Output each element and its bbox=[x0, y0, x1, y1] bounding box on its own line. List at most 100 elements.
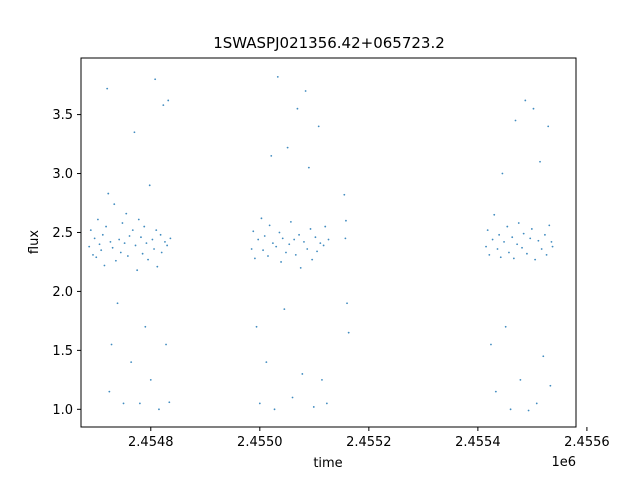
scatter-point bbox=[512, 257, 515, 260]
scatter-point bbox=[88, 245, 91, 248]
scatter-point bbox=[498, 233, 501, 236]
scatter-point bbox=[89, 229, 92, 232]
scatter-point bbox=[106, 87, 109, 90]
scatter-point bbox=[321, 378, 323, 381]
scatter-point bbox=[286, 146, 289, 149]
scatter-point bbox=[524, 99, 527, 102]
scatter-point bbox=[309, 228, 312, 230]
scatter-point bbox=[118, 238, 121, 241]
plot-area bbox=[80, 57, 577, 428]
scatter-point bbox=[312, 406, 315, 408]
y-tick-label: 3.5 bbox=[52, 108, 73, 123]
y-tick-label: 3.0 bbox=[52, 167, 73, 182]
scatter-point bbox=[133, 131, 136, 134]
scatter-point bbox=[545, 253, 548, 256]
scatter-point bbox=[285, 251, 287, 254]
x-tick-label: 2.4550 bbox=[237, 435, 283, 450]
scatter-point bbox=[250, 248, 253, 250]
scatter-point bbox=[283, 308, 286, 311]
scatter-point bbox=[345, 219, 347, 222]
scatter-point bbox=[550, 241, 553, 243]
scatter-point bbox=[280, 261, 282, 263]
x-axis-offset-label: 1e6 bbox=[551, 455, 576, 470]
scatter-point bbox=[540, 248, 543, 250]
scatter-point bbox=[134, 244, 137, 247]
y-axis-title: flux bbox=[27, 230, 42, 254]
scatter-point bbox=[529, 237, 532, 240]
scatter-point bbox=[262, 249, 264, 252]
scatter-point bbox=[126, 255, 129, 257]
scatter-point bbox=[153, 248, 155, 250]
scatter-point bbox=[149, 378, 152, 381]
scatter-point bbox=[534, 258, 537, 261]
scatter-point bbox=[298, 233, 300, 236]
scatter-point bbox=[137, 218, 140, 221]
scatter-point bbox=[486, 229, 489, 232]
scatter-point bbox=[252, 230, 255, 233]
scatter-point bbox=[501, 172, 504, 175]
scatter-point bbox=[521, 246, 523, 249]
scatter-point bbox=[485, 245, 487, 248]
scatter-point bbox=[109, 241, 112, 243]
scatter-point bbox=[257, 238, 260, 241]
scatter-point bbox=[346, 302, 348, 305]
plot-frame bbox=[80, 57, 577, 428]
scatter-point bbox=[530, 228, 533, 230]
scatter-point bbox=[151, 238, 154, 241]
scatter-point bbox=[316, 250, 318, 253]
x-tick-label: 2.4554 bbox=[455, 435, 501, 450]
scatter-point bbox=[499, 256, 502, 259]
scatter-point bbox=[143, 225, 146, 228]
scatter-point bbox=[294, 253, 297, 256]
scatter-point bbox=[103, 264, 106, 267]
scatter-point bbox=[162, 104, 165, 107]
scatter-point bbox=[319, 242, 322, 244]
scatter-points bbox=[88, 75, 554, 412]
scatter-point bbox=[511, 236, 514, 239]
scatter-point bbox=[167, 99, 170, 102]
scatter-point bbox=[281, 237, 284, 240]
scatter-point bbox=[343, 193, 346, 196]
scatter-point bbox=[145, 242, 148, 244]
scatter-point bbox=[276, 75, 279, 78]
scatter-point bbox=[160, 251, 163, 254]
scatter-point bbox=[527, 409, 530, 412]
y-tick-label: 2.0 bbox=[52, 285, 73, 300]
scatter-point bbox=[128, 235, 131, 237]
scatter-point bbox=[93, 237, 96, 240]
scatter-point bbox=[136, 269, 139, 272]
scatter-point bbox=[496, 248, 499, 250]
scatter-point bbox=[125, 212, 128, 215]
scatter-point bbox=[156, 265, 159, 268]
scatter-point bbox=[131, 229, 134, 232]
scatter-point bbox=[148, 184, 151, 187]
scatter-point bbox=[325, 402, 328, 405]
scatter-point bbox=[100, 249, 103, 252]
scatter-point bbox=[544, 233, 546, 236]
scatter-point bbox=[549, 384, 552, 387]
scatter-point bbox=[304, 90, 307, 92]
scatter-point bbox=[164, 241, 166, 243]
scatter-point bbox=[526, 252, 528, 255]
scatter-point bbox=[260, 217, 263, 220]
scatter-point bbox=[267, 255, 269, 257]
scatter-point bbox=[508, 251, 510, 254]
scatter-point bbox=[537, 239, 540, 242]
y-tick-label: 2.5 bbox=[52, 226, 73, 241]
scatter-point bbox=[322, 244, 325, 247]
scatter-point bbox=[268, 224, 271, 227]
y-tick-label: 1.0 bbox=[52, 403, 73, 418]
scatter-point bbox=[547, 125, 550, 128]
scatter-point bbox=[288, 243, 291, 246]
scatter-point bbox=[517, 222, 520, 224]
scatter-point bbox=[144, 325, 147, 328]
scatter-point bbox=[273, 408, 276, 411]
scatter-point bbox=[278, 231, 281, 234]
x-tick-label: 2.4556 bbox=[564, 435, 610, 450]
scatter-point bbox=[306, 248, 309, 250]
scatter-point bbox=[522, 232, 525, 235]
scatter-point bbox=[311, 258, 314, 261]
scatter-point bbox=[314, 236, 317, 239]
scatter-point bbox=[506, 225, 509, 228]
